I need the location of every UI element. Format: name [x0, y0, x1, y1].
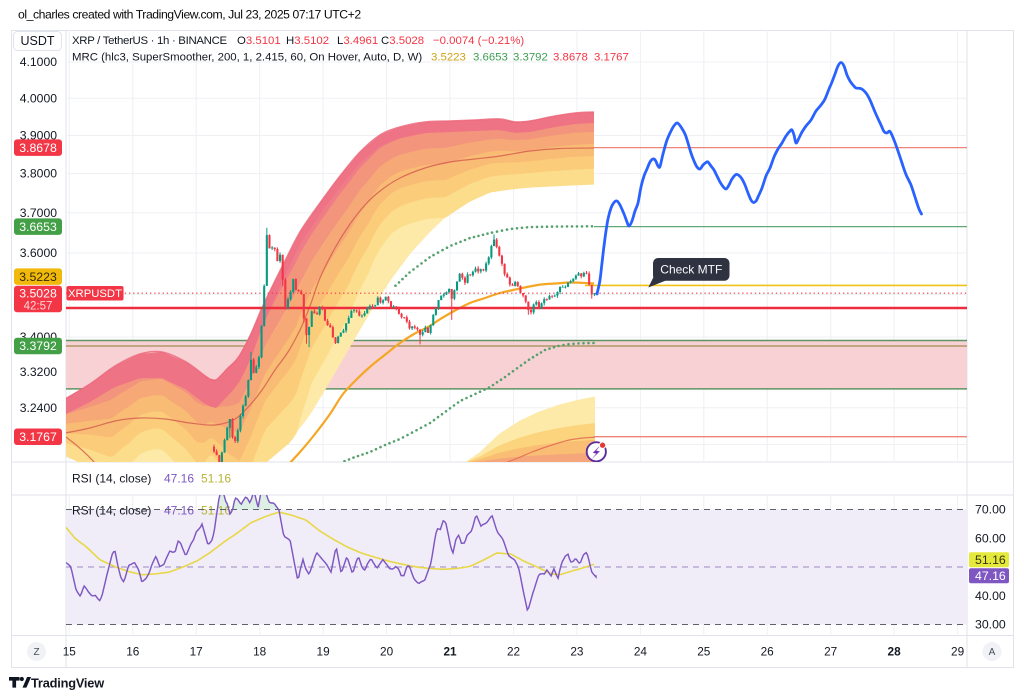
svg-text:15: 15: [63, 645, 77, 659]
svg-text:28: 28: [888, 645, 902, 659]
svg-text:TradingView: TradingView: [31, 676, 104, 691]
svg-text:25: 25: [697, 645, 711, 659]
svg-text:3.8000: 3.8000: [20, 167, 57, 181]
svg-text:30.00: 30.00: [975, 618, 1006, 632]
svg-text:60.00: 60.00: [975, 532, 1006, 546]
svg-text:3.5223: 3.5223: [19, 270, 57, 284]
svg-text:XRPUSDT: XRPUSDT: [68, 288, 122, 300]
svg-text:22: 22: [507, 645, 520, 659]
svg-text:18: 18: [253, 645, 267, 659]
svg-text:4.1000: 4.1000: [20, 55, 57, 69]
svg-text:Check MTF: Check MTF: [660, 263, 722, 277]
svg-text:3.6000: 3.6000: [20, 246, 57, 260]
svg-text:29: 29: [951, 645, 964, 659]
svg-text:4.0000: 4.0000: [20, 91, 57, 105]
svg-text:3.6653: 3.6653: [19, 220, 57, 234]
svg-text:42:57: 42:57: [24, 301, 53, 313]
svg-text:27: 27: [824, 645, 837, 659]
svg-text:3.3200: 3.3200: [20, 365, 57, 379]
svg-text:3.5028: 3.5028: [19, 286, 57, 300]
svg-text:3.2400: 3.2400: [20, 401, 57, 415]
svg-text:MRC (hlc3, SuperSmoother, 200,: MRC (hlc3, SuperSmoother, 200, 1, 2.415,…: [72, 52, 629, 64]
svg-text:70.00: 70.00: [975, 503, 1006, 517]
svg-text:51.16: 51.16: [975, 553, 1006, 567]
svg-text:USDT: USDT: [20, 34, 54, 48]
svg-text:23: 23: [570, 645, 584, 659]
svg-text:40.00: 40.00: [975, 589, 1006, 603]
svg-text:16: 16: [126, 645, 140, 659]
svg-text:19: 19: [317, 645, 330, 659]
svg-text:A: A: [989, 647, 996, 658]
svg-text:3.7000: 3.7000: [20, 206, 57, 220]
svg-text:24: 24: [634, 645, 648, 659]
svg-text:ol_charles created with Tradin: ol_charles created with TradingView.com,…: [18, 8, 361, 22]
svg-text:20: 20: [380, 645, 394, 659]
svg-text:3.8678: 3.8678: [19, 141, 57, 155]
svg-text:26: 26: [761, 645, 775, 659]
svg-text:3.3792: 3.3792: [19, 339, 57, 353]
svg-text:Z: Z: [33, 647, 39, 658]
svg-text:17: 17: [190, 645, 203, 659]
svg-text:3.9000: 3.9000: [20, 129, 57, 143]
svg-text:47.16: 47.16: [975, 569, 1006, 583]
svg-text:21: 21: [443, 645, 457, 659]
svg-text:3.1767: 3.1767: [19, 430, 57, 444]
